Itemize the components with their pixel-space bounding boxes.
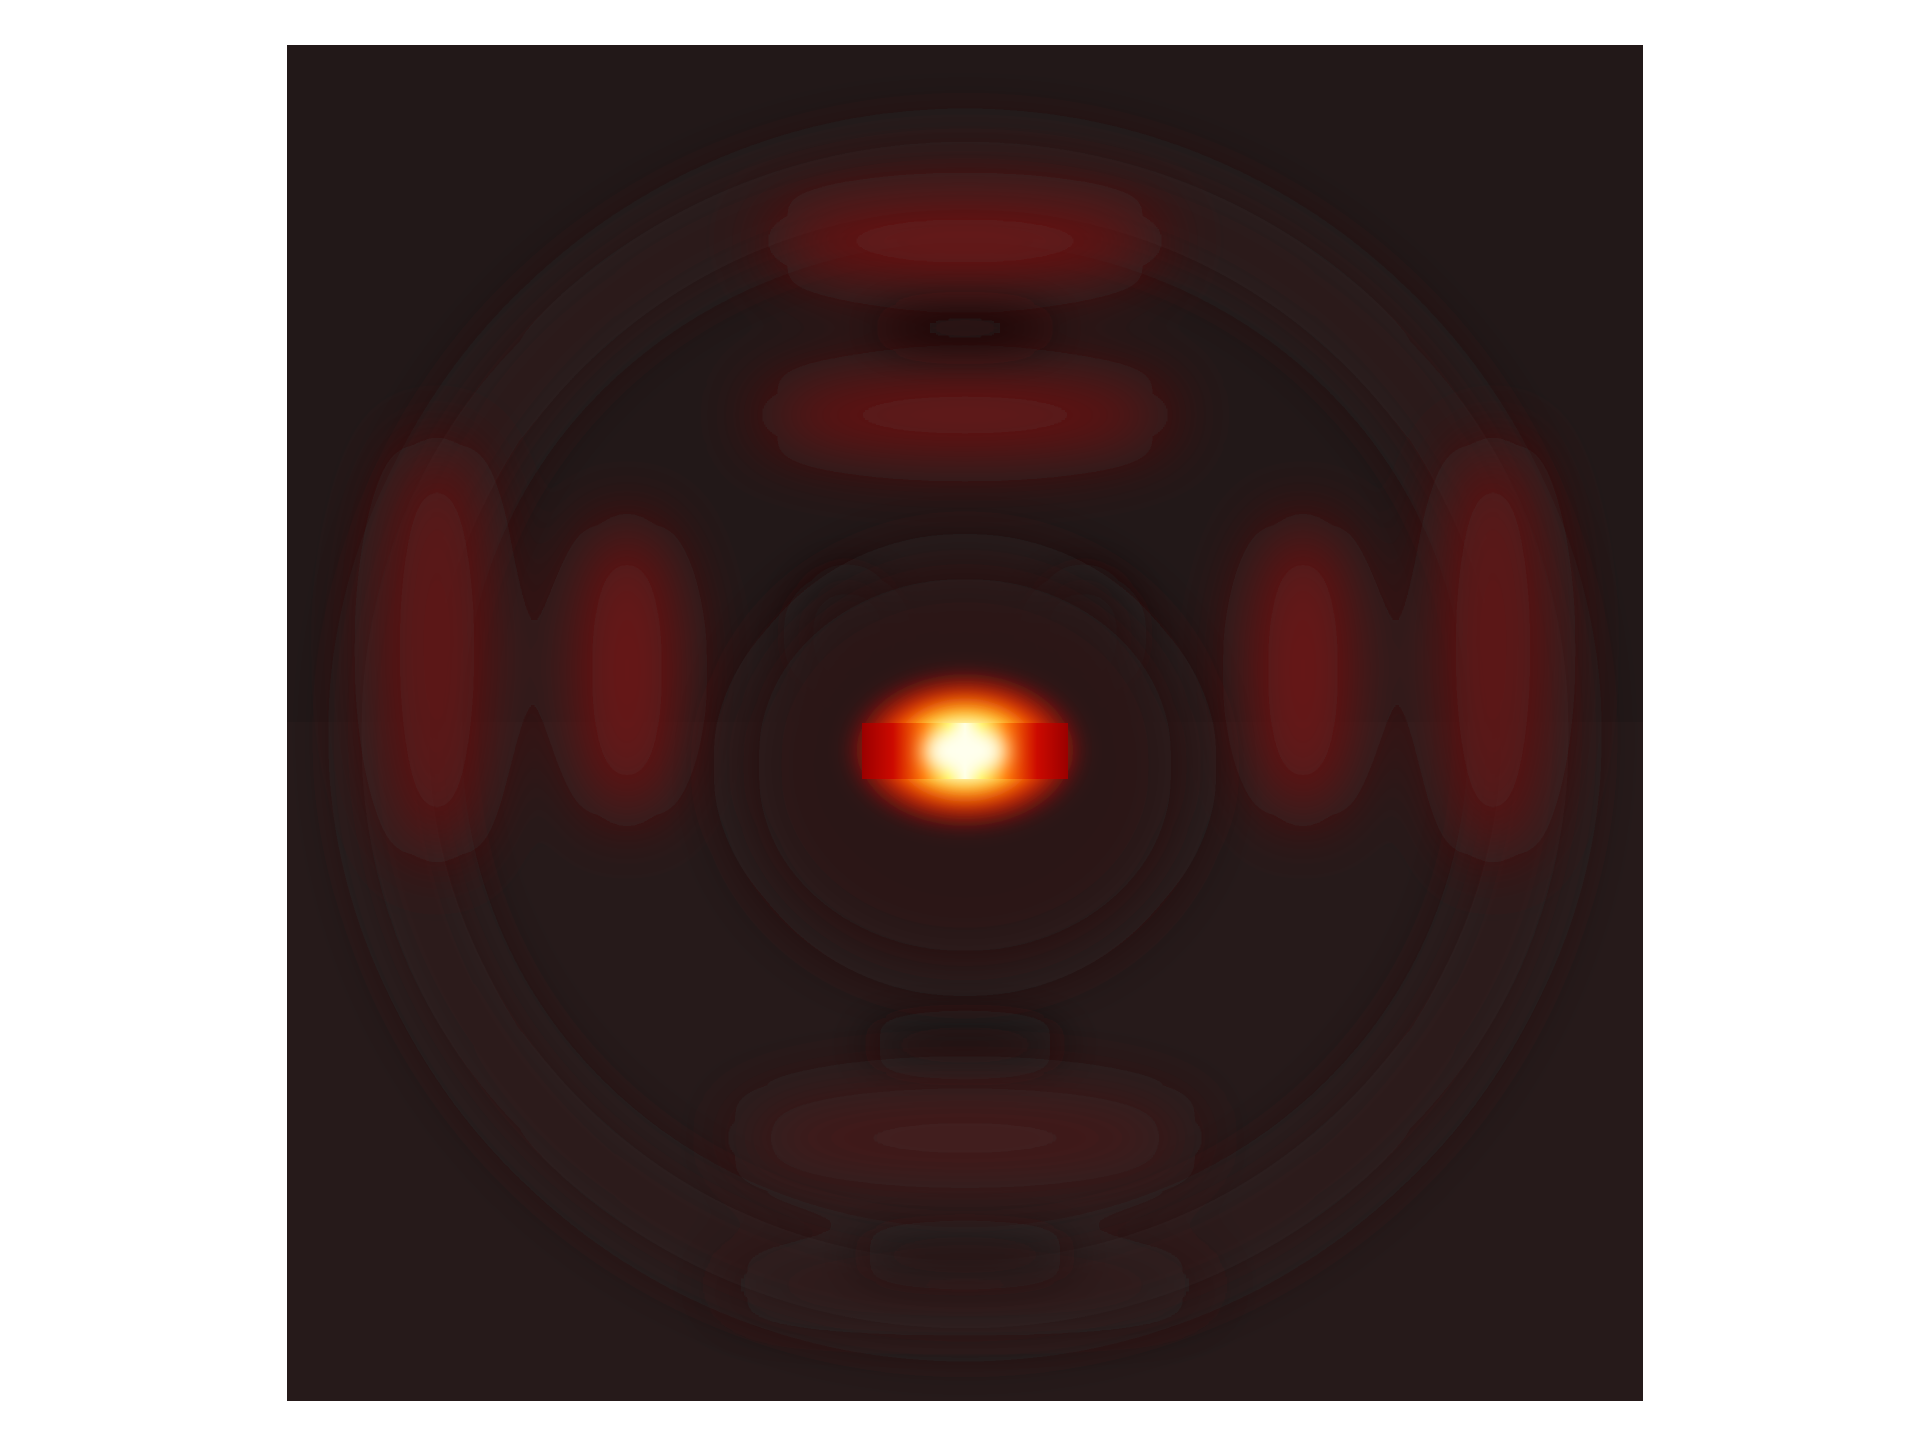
side-lobes <box>377 440 1553 860</box>
side-lobe-left-inner <box>569 520 685 820</box>
field-intensity-plot <box>287 140 1643 1401</box>
side-lobe-right-inner <box>1245 520 1361 820</box>
lower-lobe-main <box>735 1088 1195 1188</box>
upper-lobe-inner <box>755 371 1175 459</box>
source-core <box>923 725 1007 777</box>
source-emitter <box>845 670 1085 830</box>
side-lobe-right-outer <box>1433 440 1553 860</box>
lower-lobes <box>715 1088 1215 1305</box>
upper-lobe-outer <box>765 195 1165 287</box>
field-map-canvas <box>287 45 1643 1401</box>
upper-lobes <box>755 195 1175 459</box>
lower-lobe-faint <box>715 1265 1215 1305</box>
side-lobe-left-outer <box>377 440 497 860</box>
